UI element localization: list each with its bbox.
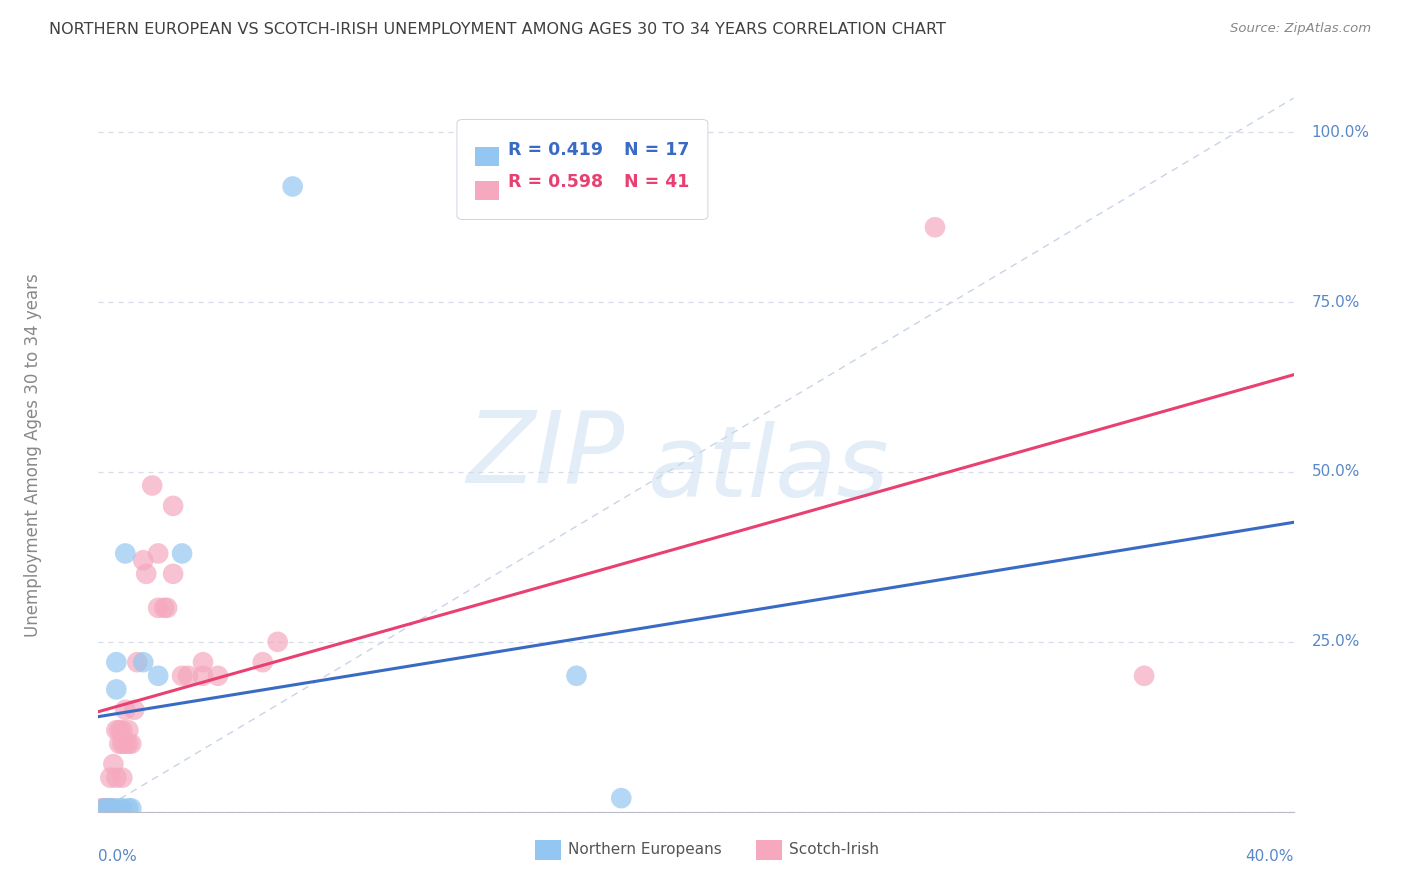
Point xyxy=(610,791,633,805)
Point xyxy=(93,801,115,815)
Text: Northern Europeans: Northern Europeans xyxy=(568,842,721,857)
Text: R = 0.419: R = 0.419 xyxy=(509,141,603,159)
Point xyxy=(117,737,139,751)
Point xyxy=(162,566,184,581)
Point xyxy=(103,757,125,772)
Point xyxy=(1133,669,1156,683)
Text: atlas: atlas xyxy=(648,421,890,517)
Point xyxy=(114,703,136,717)
Text: 25.0%: 25.0% xyxy=(1312,634,1360,649)
Point xyxy=(124,703,146,717)
Text: 100.0%: 100.0% xyxy=(1312,125,1369,140)
Point xyxy=(111,801,134,815)
Point xyxy=(98,801,122,815)
Text: 0.0%: 0.0% xyxy=(98,849,138,864)
FancyBboxPatch shape xyxy=(457,120,709,219)
Point xyxy=(111,737,134,751)
Point xyxy=(103,801,125,815)
Point xyxy=(108,801,131,815)
Point xyxy=(127,655,149,669)
Text: N = 17: N = 17 xyxy=(624,141,689,159)
Point xyxy=(105,723,128,738)
Bar xyxy=(475,147,499,166)
Point xyxy=(148,600,170,615)
Point xyxy=(96,801,118,815)
Text: 50.0%: 50.0% xyxy=(1312,465,1360,479)
Bar xyxy=(475,181,499,200)
Point xyxy=(117,801,139,815)
Point xyxy=(93,801,115,815)
Point xyxy=(924,220,946,235)
Text: Scotch-Irish: Scotch-Irish xyxy=(789,842,879,857)
Point xyxy=(98,801,122,815)
Point xyxy=(120,737,142,751)
Point xyxy=(148,669,170,683)
Point xyxy=(98,771,122,785)
Point xyxy=(162,499,184,513)
Point xyxy=(132,655,155,669)
Point xyxy=(156,600,179,615)
Point xyxy=(90,801,112,815)
Point xyxy=(132,553,155,567)
Point xyxy=(148,546,170,560)
Point xyxy=(281,179,304,194)
Point xyxy=(93,801,115,815)
Point xyxy=(96,801,118,815)
Point xyxy=(135,566,157,581)
Point xyxy=(105,655,128,669)
Point xyxy=(207,669,229,683)
Text: N = 41: N = 41 xyxy=(624,173,689,191)
Bar xyxy=(534,839,561,860)
Point xyxy=(191,669,214,683)
Point xyxy=(111,723,134,738)
Text: 75.0%: 75.0% xyxy=(1312,294,1360,310)
Point xyxy=(172,546,194,560)
Text: NORTHERN EUROPEAN VS SCOTCH-IRISH UNEMPLOYMENT AMONG AGES 30 TO 34 YEARS CORRELA: NORTHERN EUROPEAN VS SCOTCH-IRISH UNEMPL… xyxy=(49,22,946,37)
Point xyxy=(103,801,125,815)
Point xyxy=(114,737,136,751)
Point xyxy=(117,723,139,738)
Point xyxy=(252,655,274,669)
Text: Source: ZipAtlas.com: Source: ZipAtlas.com xyxy=(1230,22,1371,36)
Text: ZIP: ZIP xyxy=(465,407,624,503)
Point xyxy=(172,669,194,683)
Point xyxy=(105,682,128,697)
Point xyxy=(108,737,131,751)
Point xyxy=(177,669,200,683)
Text: Unemployment Among Ages 30 to 34 years: Unemployment Among Ages 30 to 34 years xyxy=(24,273,42,637)
Point xyxy=(111,771,134,785)
Point xyxy=(96,801,118,815)
Point xyxy=(108,723,131,738)
Text: R = 0.598: R = 0.598 xyxy=(509,173,603,191)
Point xyxy=(267,635,290,649)
Point xyxy=(191,655,214,669)
Point xyxy=(105,771,128,785)
Point xyxy=(565,669,588,683)
Point xyxy=(153,600,176,615)
Point xyxy=(114,546,136,560)
Point xyxy=(120,801,142,815)
Bar xyxy=(756,839,782,860)
Text: 40.0%: 40.0% xyxy=(1246,849,1294,864)
Point xyxy=(141,478,163,492)
